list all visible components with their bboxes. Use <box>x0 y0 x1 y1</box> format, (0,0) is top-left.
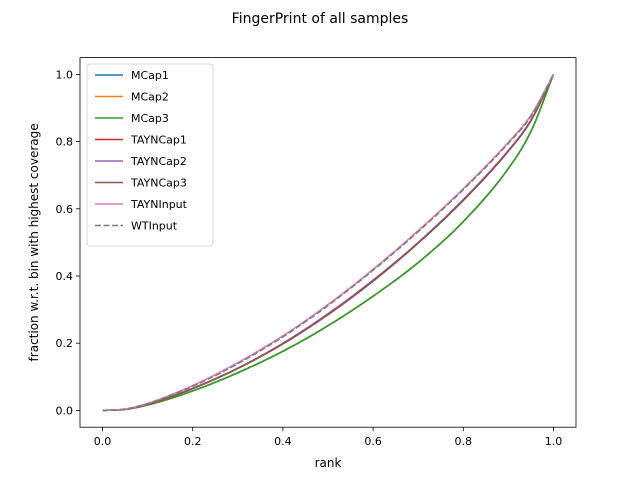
y-tick-label: 0.2 <box>56 337 74 350</box>
y-axis-ticks: 0.0 0.2 0.4 0.6 0.8 1.0 <box>56 68 80 417</box>
legend-label-tayncap3: TAYNCap3 <box>130 177 187 190</box>
legend-label-wtinput: WTInput <box>131 220 178 233</box>
legend-frame <box>86 63 214 247</box>
x-axis-ticks: 0.0 0.2 0.4 0.6 0.8 1.0 <box>94 427 562 448</box>
y-tick-label: 0.4 <box>56 270 74 283</box>
legend-label-tayninput: TAYNInput <box>130 198 188 211</box>
x-tick-label: 0.2 <box>184 435 202 448</box>
legend-label-mcap1: MCap1 <box>131 69 169 82</box>
series-line-mcap3 <box>102 74 555 412</box>
legend-label-tayncap2: TAYNCap2 <box>130 155 187 168</box>
chart-title: FingerPrint of all samples <box>232 11 409 27</box>
y-tick-label: 0.8 <box>56 136 74 149</box>
plot-area <box>102 74 555 412</box>
legend-label-mcap2: MCap2 <box>131 91 169 104</box>
legend: MCap1 MCap2 MCap3 TAYNCap1 TAYNCap2 TAYNCap3 T… <box>86 63 214 247</box>
series-line-tayncap3 <box>102 74 555 412</box>
x-tick-label: 1.0 <box>545 435 563 448</box>
x-tick-label: 0.6 <box>364 435 382 448</box>
x-axis-label: rank <box>315 456 342 470</box>
y-tick-label: 0.6 <box>56 203 74 216</box>
x-tick-label: 0.4 <box>274 435 292 448</box>
x-tick-label: 0.8 <box>455 435 473 448</box>
legend-label-mcap3: MCap3 <box>131 112 169 125</box>
series-line-wtinput <box>102 74 555 412</box>
x-tick-label: 0.0 <box>94 435 112 448</box>
legend-label-tayncap1: TAYNCap1 <box>130 134 187 147</box>
axes-frame <box>79 57 577 428</box>
y-tick-label: 1.0 <box>56 68 74 81</box>
y-axis-label: fraction w.r.t. bin with highest coverag… <box>27 123 41 361</box>
y-tick-label: 0.0 <box>56 404 74 417</box>
